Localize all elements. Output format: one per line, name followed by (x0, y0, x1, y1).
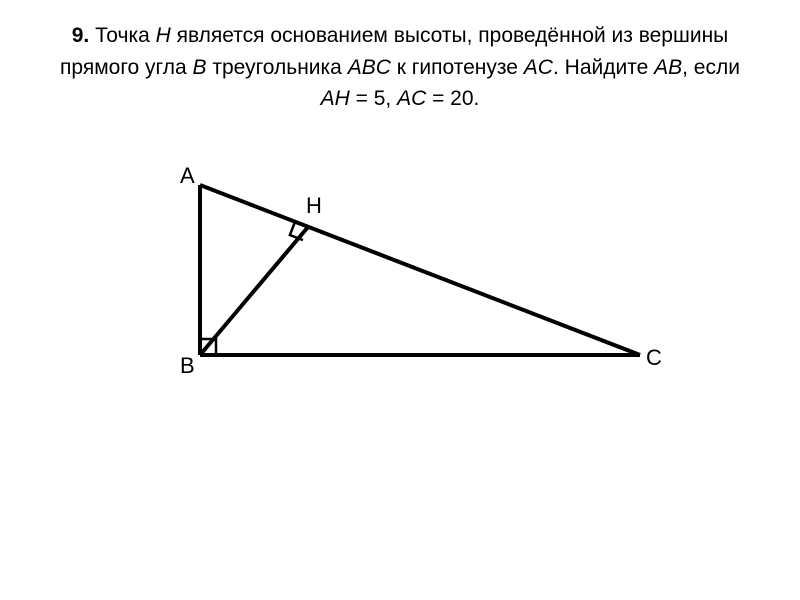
triangle-diagram: A В С H (130, 165, 670, 425)
text-part: , если (682, 56, 740, 79)
var-AC2: AC (397, 87, 426, 110)
var-AB: AB (654, 56, 682, 79)
text-part: треугольника (207, 56, 348, 79)
altitude-BH (200, 227, 308, 355)
text-part: = 5, (350, 87, 397, 110)
var-AH: AH (321, 87, 350, 110)
text-part: Точка (95, 24, 156, 47)
label-C: С (646, 345, 662, 371)
problem-number: 9. (72, 24, 90, 47)
var-AC: AC (524, 56, 553, 79)
var-B: B (193, 56, 207, 79)
label-H: H (306, 193, 322, 219)
text-part: к гипотенузе (391, 56, 524, 79)
label-A: A (180, 163, 195, 189)
text-part: = 20. (426, 87, 479, 110)
side-AC (200, 185, 640, 355)
var-H: H (156, 24, 171, 47)
problem-statement: 9. Точка H является основанием высоты, п… (0, 0, 800, 125)
var-ABC: ABC (348, 56, 391, 79)
label-B: В (180, 353, 195, 379)
triangle-svg (130, 165, 670, 425)
text-part: . Найдите (553, 56, 654, 79)
